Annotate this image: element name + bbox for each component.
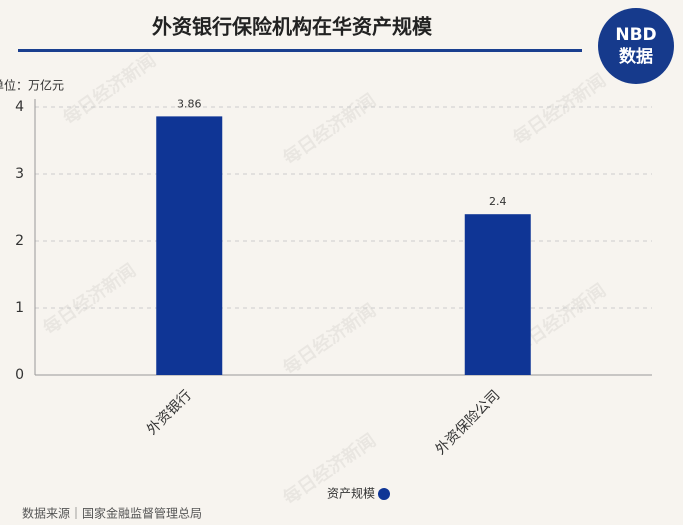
unit-label: 单位：万亿元 bbox=[0, 78, 64, 93]
logo-text: 数据 bbox=[619, 46, 653, 67]
chart-title: 外资银行保险机构在华资产规模 bbox=[152, 15, 433, 39]
y-tick-label: 4 bbox=[15, 99, 24, 115]
value-label: 2.4 bbox=[489, 195, 507, 208]
y-tick-label: 2 bbox=[15, 233, 24, 249]
source-note: 数据来源｜国家金融监督管理总局 bbox=[22, 506, 202, 521]
bar bbox=[156, 116, 223, 375]
y-tick-label: 0 bbox=[15, 367, 24, 383]
legend-swatch bbox=[378, 488, 390, 500]
logo-badge bbox=[598, 8, 674, 84]
y-tick-label: 3 bbox=[15, 166, 24, 182]
title-rule bbox=[18, 49, 582, 52]
legend-label: 资产规模 bbox=[327, 486, 375, 501]
logo-text: NBD bbox=[615, 25, 656, 45]
value-label: 3.86 bbox=[177, 97, 202, 110]
y-tick-label: 1 bbox=[15, 300, 24, 316]
bar bbox=[464, 214, 531, 375]
